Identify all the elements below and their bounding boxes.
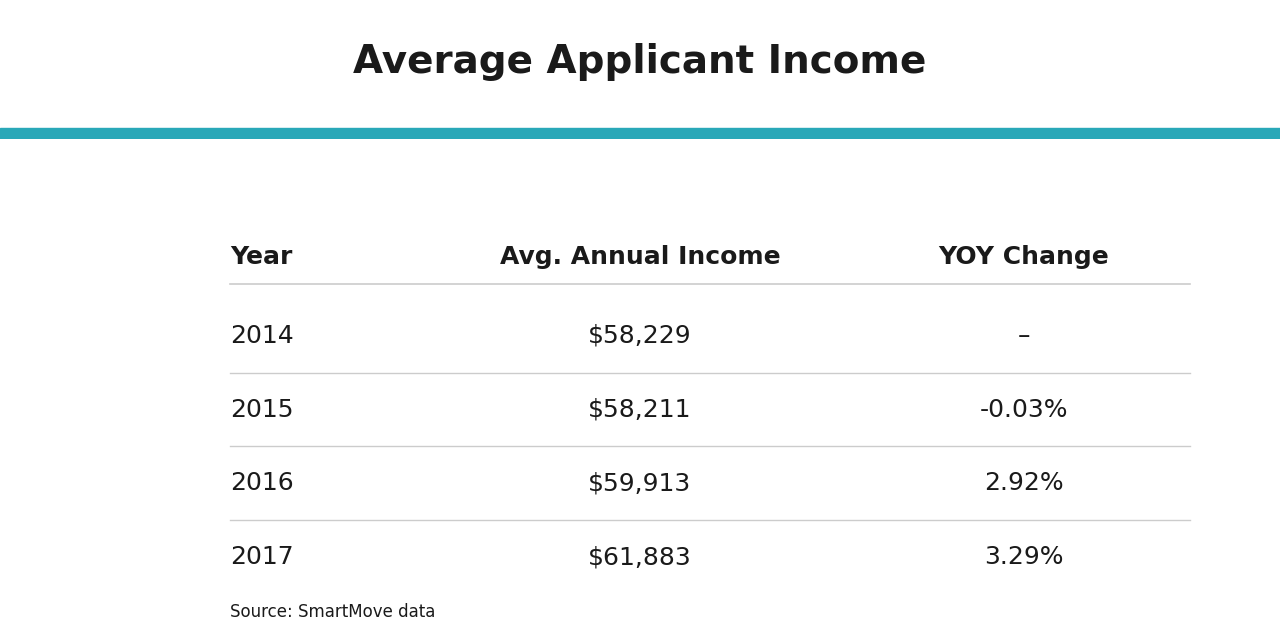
- Text: $59,913: $59,913: [589, 471, 691, 495]
- Text: 2017: 2017: [230, 545, 294, 569]
- Bar: [0, 127, 1280, 139]
- Text: Source: SmartMove data: Source: SmartMove data: [230, 603, 435, 621]
- Text: $58,211: $58,211: [589, 398, 691, 422]
- Text: 2014: 2014: [230, 324, 294, 348]
- Text: –: –: [1018, 324, 1030, 348]
- Text: YOY Change: YOY Change: [938, 245, 1110, 269]
- Text: $61,883: $61,883: [588, 545, 692, 569]
- Text: Year: Year: [230, 245, 293, 269]
- Text: 2.92%: 2.92%: [984, 471, 1064, 495]
- Text: -0.03%: -0.03%: [979, 398, 1069, 422]
- Text: Avg. Annual Income: Avg. Annual Income: [499, 245, 781, 269]
- Text: Average Applicant Income: Average Applicant Income: [353, 44, 927, 81]
- Text: 2015: 2015: [230, 398, 294, 422]
- Text: 2016: 2016: [230, 471, 294, 495]
- Text: $58,229: $58,229: [589, 324, 691, 348]
- Text: 3.29%: 3.29%: [984, 545, 1064, 569]
